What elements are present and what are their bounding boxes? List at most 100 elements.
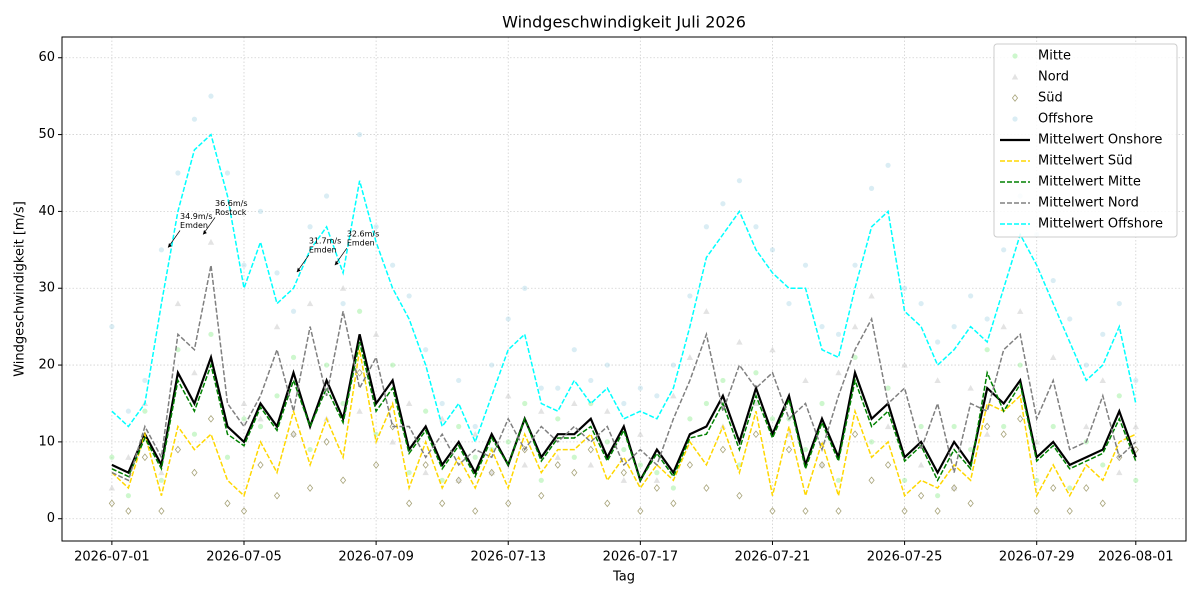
scatter-point [125,454,132,460]
legend-marker [1011,73,1019,80]
scatter-point [637,431,644,437]
legend-box [993,43,1178,238]
scatter-point [423,408,429,414]
annotation-text: 32.6m/s [347,230,379,239]
scatter-point [306,300,314,307]
x-tick-label: 2026-07-25 [867,550,943,565]
x-tick-label: 2026-07-05 [206,550,282,565]
scatter-point [587,445,594,454]
annotation-text: 36.6m/s [215,199,247,208]
scatter-point [158,247,165,253]
scatter-point [373,461,380,469]
scatter-point [340,300,346,307]
scatter-point [1116,393,1122,399]
legend-label: Mittelwert Mitte [1038,175,1141,190]
scatter-point [918,491,925,500]
y-axis-label: Windgeschwindigkeit [m/s] [13,201,28,377]
scatter-point [901,285,908,291]
scatter-point [1067,485,1073,491]
x-tick-label: 2026-07-17 [603,550,679,565]
y-tick-label: 60 [38,50,55,65]
x-axis-label: Tag [612,570,635,585]
scatter-point [406,470,412,476]
scatter-point [935,339,941,345]
scatter-point [653,484,660,492]
scatter-point [901,361,908,368]
scatter-point [852,354,858,360]
scatter-point [489,362,495,368]
scatter-point [769,416,776,422]
scatter-point [818,461,826,469]
scatter-point [588,377,594,384]
legend-marker [1012,53,1018,59]
scatter-point [456,423,462,430]
scatter-point [703,308,710,314]
scatter-point [290,308,297,314]
annotation-text: 31.7m/s [309,237,341,246]
scatter-point [521,445,528,454]
scatter-point [439,499,446,508]
scatter-point [290,430,297,439]
x-tick-label: 2026-07-21 [735,550,811,565]
scatter-point [720,201,726,207]
legend-label: Offshore [1038,112,1093,127]
scatter-point [175,170,181,176]
scatter-point [174,445,182,454]
scatter-point [406,293,412,299]
scatter-point [373,224,379,230]
legend-label: Mittelwert Süd [1038,154,1133,169]
scatter-point [274,270,280,276]
scatter-point [406,499,413,508]
scatter-point [620,468,627,477]
scatter-point [604,439,610,445]
scatter-point [538,385,544,391]
y-tick-label: 10 [38,434,55,449]
scatter-point [654,470,660,476]
scatter-point [488,468,495,477]
scatter-point [323,362,330,368]
scatter-point [802,507,809,515]
x-tick-label: 2026-07-29 [999,550,1075,565]
legend-label: Süd [1038,91,1063,106]
annotation-text: Emden [180,221,208,230]
scatter-point [1001,423,1007,430]
scatter-point [1099,377,1106,383]
scatter-point [687,293,693,299]
scatter-point [621,400,627,407]
scatter-point [967,384,974,391]
scatter-point [240,400,248,407]
scatter-point [472,423,478,430]
scatter-point [1067,316,1073,322]
scatter-point [670,485,676,491]
scatter-point [1132,423,1139,430]
scatter-point [257,423,264,430]
annotation-text: Rostock [215,208,247,217]
legend-label: Mittelwert Nord [1038,196,1139,211]
scatter-point [455,476,462,485]
scatter-point [786,300,792,307]
scatter-point [753,224,759,230]
scatter-point [604,362,610,368]
scatter-point [555,416,561,422]
scatter-point [538,407,545,414]
scatter-point [356,131,363,138]
scatter-point [802,377,809,383]
scatter-point [1133,377,1139,384]
scatter-point [1066,507,1073,515]
scatter-point [405,400,413,407]
scatter-point [653,477,661,483]
legend-label: Mittelwert Onshore [1038,133,1162,148]
scatter-point [1000,430,1007,439]
legend-marker [1012,116,1018,122]
scatter-point [752,430,760,439]
scatter-point [356,368,363,377]
scatter-point [224,454,231,460]
scatter-point [1133,477,1139,483]
scatter-point [472,454,478,460]
scatter-point [1100,331,1106,337]
scatter-point [935,493,941,499]
scatter-point [158,469,165,476]
scatter-point [769,247,776,253]
scatter-point [670,499,677,508]
scatter-point [1001,247,1007,253]
